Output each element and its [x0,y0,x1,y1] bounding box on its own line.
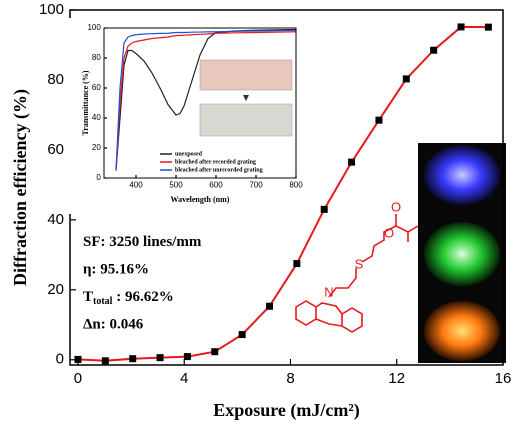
data-point [129,355,137,363]
data-point [484,23,492,31]
y-axis-title: Transmittance (%) [81,70,90,135]
x-tick-label: 0 [74,370,82,387]
y-tick-label: 0 [56,351,64,368]
data-point [293,260,301,268]
y-tick-label: 20 [47,281,64,298]
y-tick-label: 60 [92,83,101,92]
y-tick-label: 100 [39,1,64,18]
data-point [238,331,246,339]
annotation: η: 95.16% [83,262,149,278]
x-tick-label: 12 [388,370,405,387]
data-point [265,302,273,310]
legend-label: bleached after unrecorded grating [175,167,263,173]
legend-label: bleached after recorded grating [175,159,256,165]
y-tick-label: 20 [92,143,101,152]
grating-photos [199,59,293,137]
data-point [375,116,383,124]
inset-chart: 400 500 600 700 800 0 20 40 60 80 100 Wavelength (n… [81,23,303,204]
data-point [211,348,219,356]
atom-label: O [384,225,394,240]
plot-frame [103,27,297,179]
y-tick-label: 60 [47,141,64,158]
x-tick-label: 500 [169,181,183,190]
data-point [402,75,410,83]
x-axis-title: Exposure (mJ/cm²) [213,400,360,421]
annotation-text: : 96.62% [112,289,173,305]
y-tick-label: 100 [87,23,101,32]
data-point [183,353,191,361]
x-tick-label: 16 [495,370,512,387]
x-tick-label: 600 [209,181,223,190]
legend-label: unexposed [175,151,203,157]
annotation: Ttotal : 96.62% [83,289,174,307]
x-tick-label: 8 [286,370,294,387]
data-point [156,354,164,362]
data-line [115,31,297,171]
y-axis-title: Diffraction efficiency (%) [10,89,31,286]
annotation: SF: 3250 lines/mm [83,234,202,250]
data-point [320,205,328,213]
data-point [457,23,465,31]
y-tick-label: 80 [92,53,101,62]
main-chart: 0 4 8 12 16 0 20 40 60 80 100 Exposure (mJ/cm²) Diff… [10,1,511,421]
annotation-text: Δn: 0.046 [83,317,144,333]
annotation: Δn: 0.046 [83,317,144,333]
data-point [430,46,438,54]
annotation-text: SF: 3250 lines/mm [83,234,202,250]
y-tick-label: 80 [47,71,64,88]
x-tick-label: 700 [249,181,263,190]
x-tick-label: 400 [129,181,143,190]
structure-labels: N S O O [324,199,401,299]
photo [418,143,506,363]
data-point [101,357,109,365]
annotation-text: η: 95.16% [83,262,149,278]
atom-label: O [391,199,401,214]
y-tick-label: 40 [47,211,64,228]
x-axis-title: Wavelength (nm) [171,195,230,204]
data-point [348,158,356,166]
x-tick-label: 4 [180,370,188,387]
chemical-structure [295,214,419,333]
annotation-text: T [83,289,93,305]
y-tick-label: 0 [96,173,101,182]
annotation-subscript: total [93,296,113,307]
data-line [77,25,489,362]
atom-label: N [324,284,333,299]
atom-label: S [355,256,364,271]
x-tick-label: 800 [289,181,303,190]
data-line [115,29,297,171]
y-tick-label: 40 [92,113,101,122]
